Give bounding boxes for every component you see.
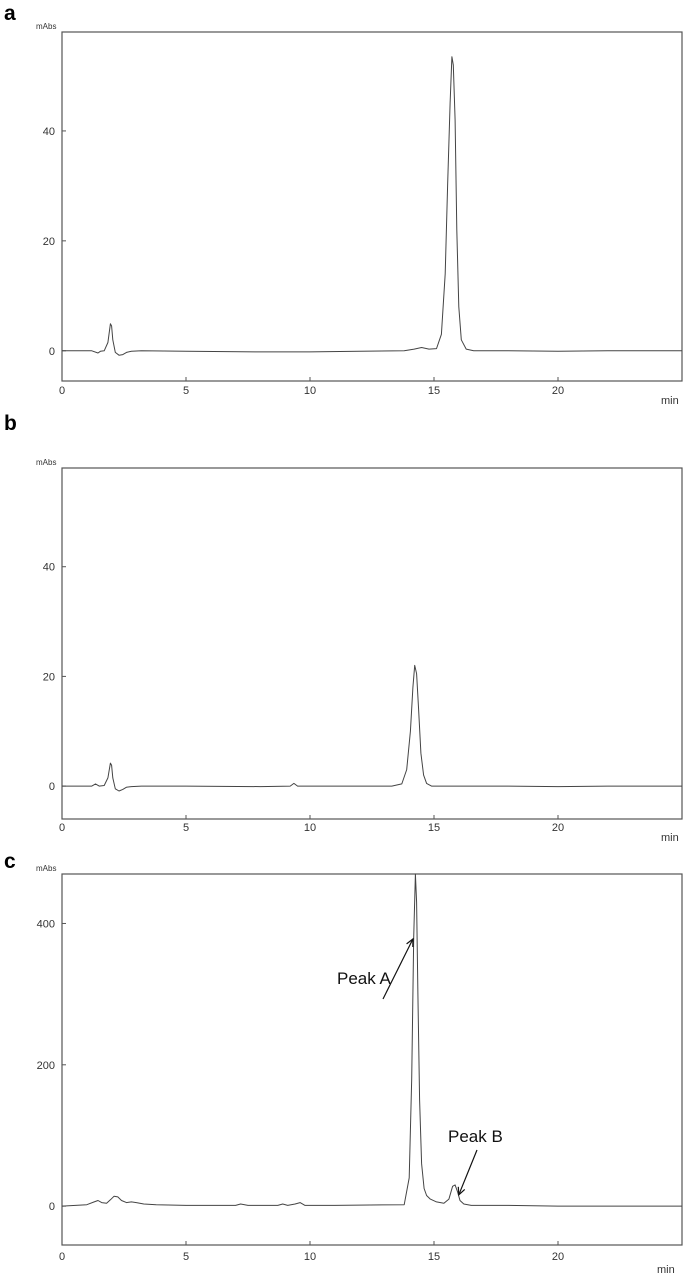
x-tick-label: 5: [183, 1251, 189, 1263]
x-axis-label: min: [661, 832, 679, 844]
x-tick-label: 20: [552, 822, 564, 834]
annotation-arrowhead: [457, 1186, 466, 1197]
y-tick-label: 20: [43, 671, 55, 683]
x-tick-label: 20: [552, 385, 564, 397]
chart-panel-a: a mAbs min 0 5 10 15 20 0 20 40: [0, 0, 685, 410]
y-axis-label: mAbs: [36, 864, 56, 873]
x-axis-label: min: [661, 395, 679, 407]
x-tick-label: 5: [183, 822, 189, 834]
x-tick-label: 20: [552, 1251, 564, 1263]
annotation-arrow: [382, 938, 414, 1000]
peak-annotation-label: Peak B: [448, 1127, 503, 1146]
y-tick-label: 200: [37, 1060, 55, 1072]
chromatogram-trace: [61, 873, 682, 1207]
panel-label: c: [4, 850, 16, 873]
annotation-arrowhead: [406, 937, 414, 948]
chromatogram-trace: [62, 56, 682, 356]
y-tick-label: 40: [43, 126, 55, 138]
x-tick-label: 0: [59, 1251, 65, 1263]
plot-frame: [61, 873, 683, 1246]
annotation-arrow: [458, 1149, 478, 1196]
x-tick-label: 10: [304, 822, 316, 834]
y-tick-label: 0: [49, 346, 55, 358]
x-tick-label: 15: [428, 1251, 440, 1263]
x-tick-label: 10: [304, 1251, 316, 1263]
plot-frame: [61, 467, 683, 820]
x-tick-label: 15: [428, 385, 440, 397]
chromatogram-a: mAbs min 0 5 10 15 20 0 20 40: [36, 22, 683, 407]
x-axis-label: min: [657, 1264, 675, 1276]
chromatogram-trace: [62, 664, 682, 792]
peak-annotation-label: Peak A: [337, 969, 392, 988]
plot-frame: [61, 31, 683, 382]
panel-label: a: [4, 2, 16, 25]
chromatogram-b: mAbs min 0 5 10 15 20 0 20 40: [36, 458, 683, 844]
chart-panel-c: c mAbs min 0 5 10 15 20 0 200 400 Peak A Peak B: [0, 846, 685, 1279]
y-tick-label: 400: [37, 918, 55, 930]
y-axis-label: mAbs: [36, 22, 56, 31]
x-tick-label: 10: [304, 385, 316, 397]
x-tick-label: 15: [428, 822, 440, 834]
y-tick-label: 0: [49, 781, 55, 793]
panel-label: b: [4, 412, 17, 435]
y-axis-label: mAbs: [36, 458, 56, 467]
x-tick-label: 5: [183, 385, 189, 397]
chart-panel-b: b mAbs min 0 5 10 15 20 0 20 40: [0, 410, 685, 846]
x-tick-label: 0: [59, 385, 65, 397]
y-tick-label: 40: [43, 562, 55, 574]
y-tick-label: 0: [49, 1201, 55, 1213]
x-tick-label: 0: [59, 822, 65, 834]
y-tick-label: 20: [43, 236, 55, 248]
